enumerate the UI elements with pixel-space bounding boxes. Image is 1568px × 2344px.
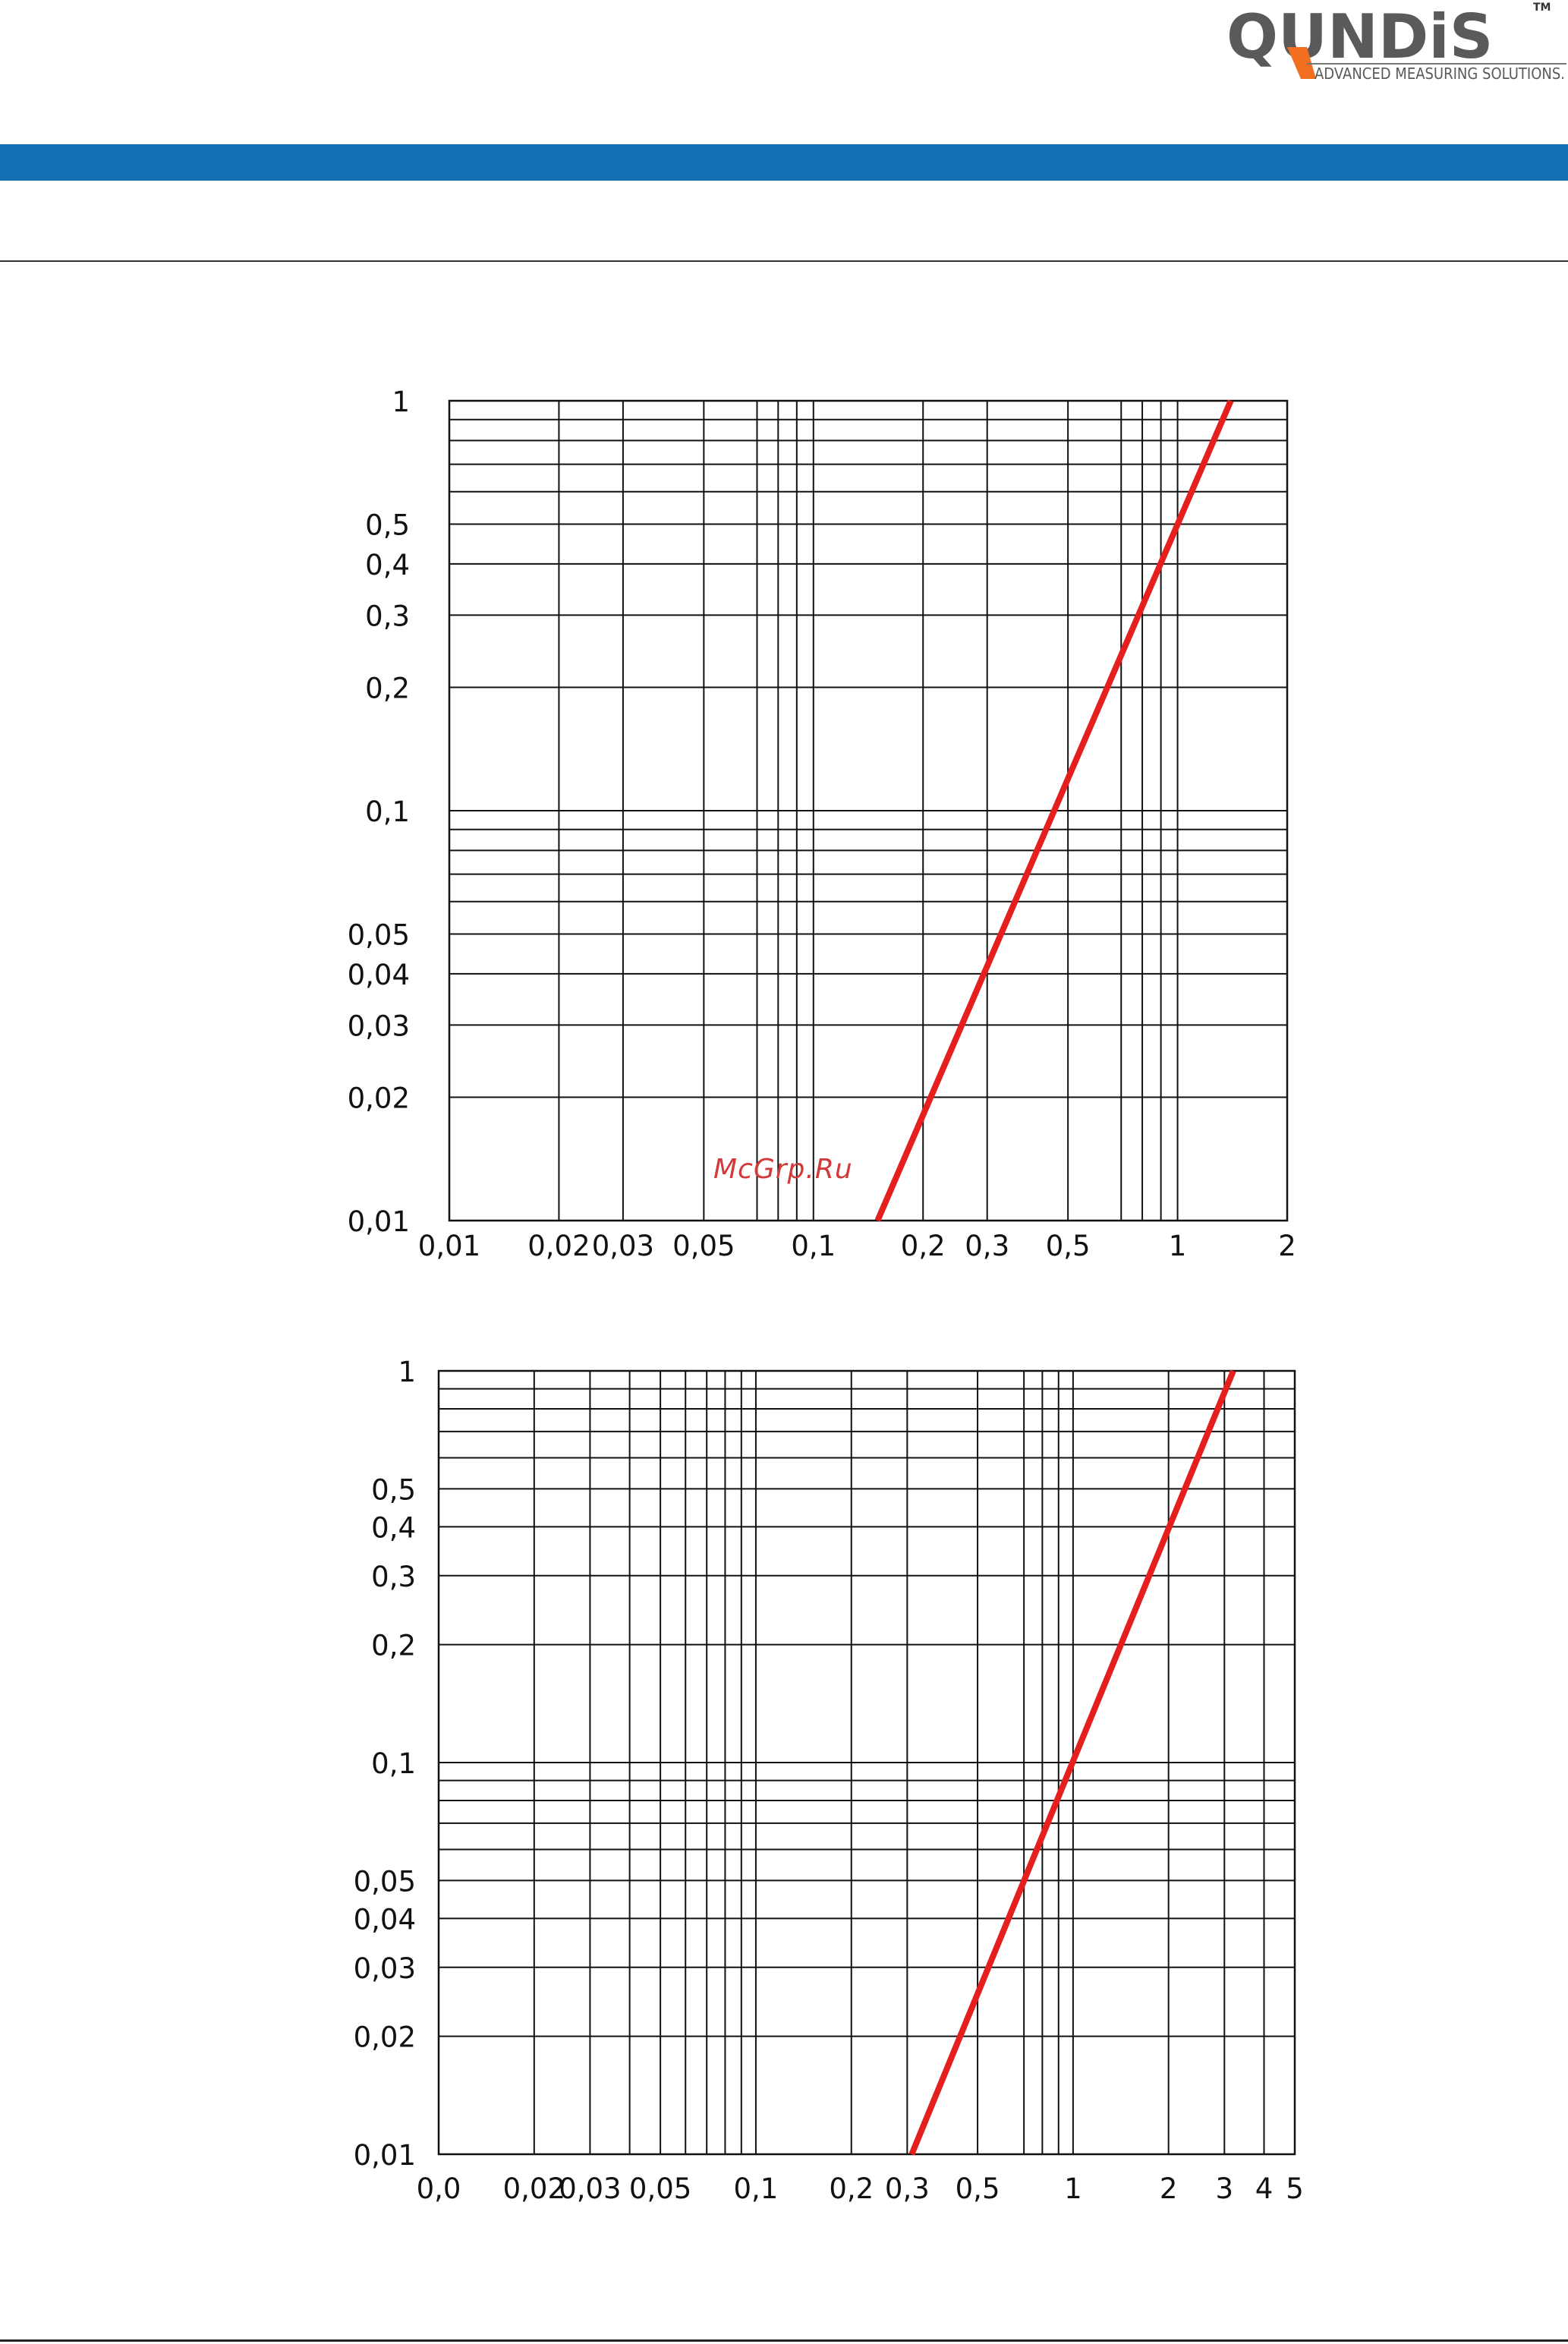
plot-frame [437,1369,1296,2156]
y-tick-label: 0,1 [365,796,410,828]
x-tick-label: 1 [1169,1230,1187,1262]
y-tick-label: 0,03 [348,1010,410,1042]
series-line [908,1369,1236,2156]
footer-rule [0,2339,1568,2342]
y-tick-label: 0,2 [371,1630,416,1662]
series-line [874,399,1234,1222]
y-tick-label: 0,05 [348,919,410,952]
x-tick-label: 0,5 [1046,1230,1091,1262]
brand-tagline: ADVANCED MEASURING SOLUTIONS. [1315,65,1565,83]
y-tick-label: 0,01 [354,2139,416,2172]
y-tick-label: 0,04 [348,959,410,991]
y-tick-label: 0,1 [371,1747,416,1780]
y-tick-label: 0,01 [348,1205,410,1238]
y-tick-label: 1 [392,386,410,418]
x-tick-label: 0,03 [592,1230,654,1262]
x-tick-label: 0,03 [559,2172,621,2205]
y-tick-label: 0,3 [371,1561,416,1593]
y-tick-label: 0,02 [348,1082,410,1114]
x-tick-label: 0,5 [956,2172,1000,2205]
plot-frame [448,399,1289,1222]
x-tick-label: 0,02 [503,2172,565,2205]
y-tick-label: 0,3 [365,600,410,632]
y-tick-label: 0,4 [371,1511,416,1544]
y-tick-label: 0,04 [354,1903,416,1936]
x-tick-label: 3 [1216,2172,1234,2205]
x-tick-label: 5 [1286,2172,1304,2205]
brand-wordmark: QUNDiS [1226,2,1493,72]
y-tick-label: 0,2 [365,672,410,704]
x-tick-label: 0,3 [885,2172,930,2205]
x-tick-label: 2 [1278,1230,1296,1262]
y-tick-label: 0,5 [371,1473,416,1506]
x-tick-label: 4 [1255,2172,1274,2205]
x-tick-label: 0,05 [629,2172,691,2205]
x-tick-label: 0,1 [734,2172,779,2205]
logo-accent-mark [1287,47,1316,79]
y-tick-label: 0,5 [365,509,410,542]
y-tick-label: 0,05 [354,1865,416,1898]
x-tick-label: 0,02 [527,1230,590,1262]
x-tick-label: 0,3 [965,1230,1009,1262]
watermark-text: McGrp.Ru [713,1154,853,1185]
y-tick-label: 0,02 [354,2021,416,2054]
chart-grid [438,1370,1296,2155]
x-tick-label: 0,2 [901,1230,946,1262]
y-tick-label: 0,03 [354,1952,416,1985]
y-tick-label: 0,4 [365,549,410,581]
x-tick-label: 0,05 [672,1230,735,1262]
y-tick-label: 1 [398,1356,416,1388]
qundis-logo: QUNDiS TM ADVANCED MEASURING SOLUTIONS. [1226,2,1566,83]
trademark-mark: TM [1533,2,1551,14]
x-tick-label: 1 [1064,2172,1082,2205]
header-rule [0,260,1568,262]
x-tick-label: 0,0 [417,2172,461,2205]
x-tick-label: 0,2 [829,2172,874,2205]
x-tick-label: 2 [1160,2172,1178,2205]
x-tick-label: 0,01 [418,1230,480,1262]
header-band [0,144,1568,181]
x-tick-label: 0,1 [791,1230,836,1262]
